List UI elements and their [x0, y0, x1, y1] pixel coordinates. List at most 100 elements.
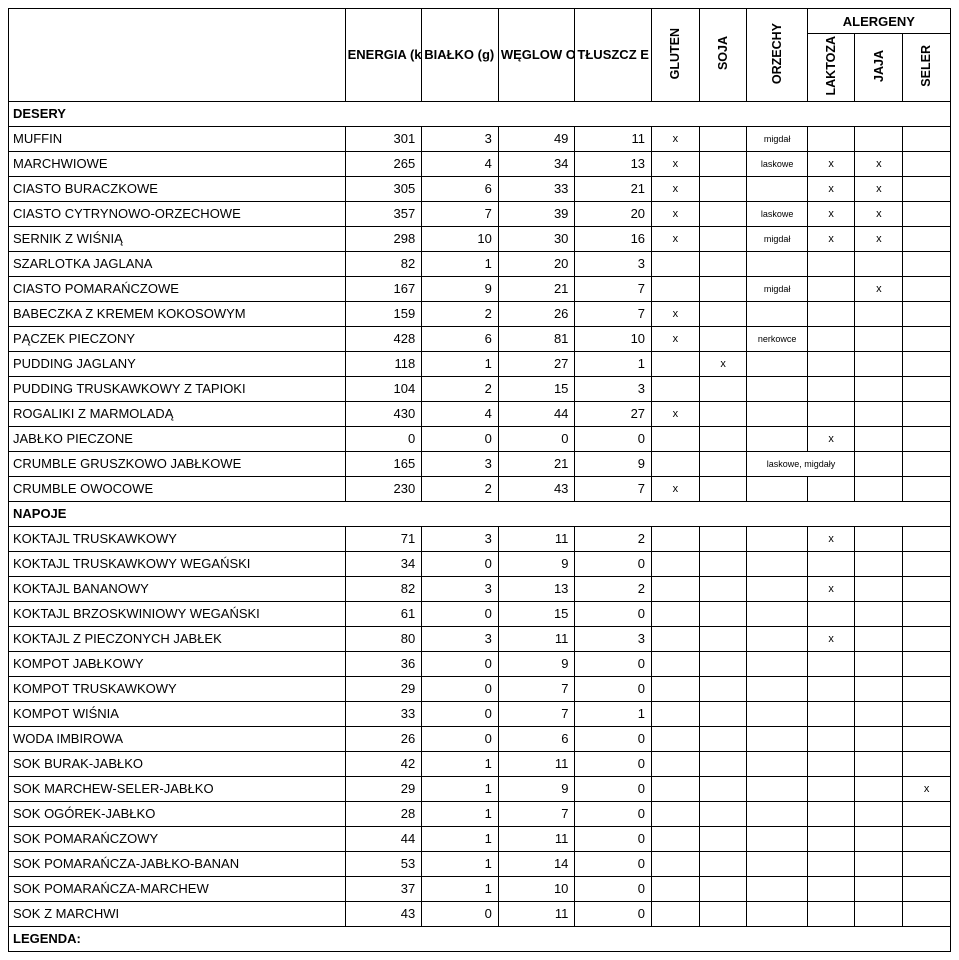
- allergen-cell: x: [807, 576, 855, 601]
- table-row: BABECZKA Z KREMEM KOKOSOWYM1592267x: [9, 301, 951, 326]
- nutrient-value: 80: [345, 626, 422, 651]
- allergen-cell: [652, 676, 700, 701]
- table-row: MUFFIN30134911xmigdał: [9, 126, 951, 151]
- allergen-cell: [699, 851, 747, 876]
- item-name: SZARLOTKA JAGLANA: [9, 251, 346, 276]
- allergen-cell: [747, 751, 807, 776]
- allergen-cell: x: [652, 301, 700, 326]
- allergen-cell: [652, 526, 700, 551]
- allergen-cell: [903, 426, 951, 451]
- allergen-cell: [855, 126, 903, 151]
- allergen-cell: [699, 151, 747, 176]
- nutrient-value: 71: [345, 526, 422, 551]
- table-row: JABŁKO PIECZONE0000x: [9, 426, 951, 451]
- nutrient-value: 0: [575, 901, 652, 926]
- nutrient-value: 6: [422, 176, 499, 201]
- item-name: PĄCZEK PIECZONY: [9, 326, 346, 351]
- allergen-cell: [747, 826, 807, 851]
- item-name: KOKTAJL Z PIECZONYCH JABŁEK: [9, 626, 346, 651]
- allergen-cell: [855, 251, 903, 276]
- section-header: NAPOJE: [9, 501, 951, 526]
- col-jaja: JAJA: [855, 34, 903, 102]
- item-name: KOMPOT WIŚNIA: [9, 701, 346, 726]
- nutrient-value: 4: [422, 401, 499, 426]
- item-name: KOKTAJL BRZOSKWINIOWY WEGAŃSKI: [9, 601, 346, 626]
- item-name: SOK POMARAŃCZOWY: [9, 826, 346, 851]
- nutrient-value: 27: [498, 351, 575, 376]
- nutrient-value: 1: [422, 751, 499, 776]
- allergen-cell: [807, 601, 855, 626]
- item-name: BABECZKA Z KREMEM KOKOSOWYM: [9, 301, 346, 326]
- nutrient-value: 13: [575, 151, 652, 176]
- allergen-cell: [855, 801, 903, 826]
- nutrient-value: 26: [345, 726, 422, 751]
- nutrient-value: 1: [422, 876, 499, 901]
- allergen-cell: [807, 551, 855, 576]
- allergen-cell: [699, 676, 747, 701]
- nutrient-value: 11: [498, 526, 575, 551]
- allergen-cell: x: [807, 176, 855, 201]
- allergen-cell: [807, 901, 855, 926]
- nutrient-value: 10: [498, 876, 575, 901]
- allergen-cell: x: [652, 176, 700, 201]
- nutrient-value: 0: [575, 651, 652, 676]
- nutrient-value: 159: [345, 301, 422, 326]
- nutrition-table: ENERGIA (kcal) / 100g. BIAŁKO (g) / 100g…: [8, 8, 951, 952]
- table-row: CIASTO BURACZKOWE30563321xxx: [9, 176, 951, 201]
- allergen-cell: x: [855, 226, 903, 251]
- allergen-cell: [855, 901, 903, 926]
- allergen-cell: [699, 451, 747, 476]
- allergen-cell: [699, 751, 747, 776]
- allergen-cell: [699, 626, 747, 651]
- nutrient-value: 15: [498, 376, 575, 401]
- nutrient-value: 357: [345, 201, 422, 226]
- allergen-cell: [699, 126, 747, 151]
- table-body: DESERYMUFFIN30134911xmigdałMARCHWIOWE265…: [9, 101, 951, 951]
- allergen-cell: [652, 876, 700, 901]
- allergen-cell: [855, 651, 903, 676]
- allergen-cell: [903, 276, 951, 301]
- allergen-cell: [747, 551, 807, 576]
- nutrient-value: 0: [575, 426, 652, 451]
- allergen-cell: [652, 851, 700, 876]
- allergen-cell: [903, 301, 951, 326]
- nutrient-value: 0: [575, 776, 652, 801]
- allergen-cell: [855, 551, 903, 576]
- allergen-cell: x: [855, 276, 903, 301]
- allergen-cell: [807, 776, 855, 801]
- allergen-cell: [807, 851, 855, 876]
- item-name: CIASTO CYTRYNOWO-ORZECHOWE: [9, 201, 346, 226]
- table-row: SOK POMARAŃCZA-JABŁKO-BANAN531140: [9, 851, 951, 876]
- allergen-cell: [699, 551, 747, 576]
- item-name: KOMPOT JABŁKOWY: [9, 651, 346, 676]
- nutrient-value: 428: [345, 326, 422, 351]
- section-header: DESERY: [9, 101, 951, 126]
- nutrient-value: 53: [345, 851, 422, 876]
- nutrient-value: 1: [422, 826, 499, 851]
- nutrient-value: 7: [498, 801, 575, 826]
- nutrient-value: 13: [498, 576, 575, 601]
- allergen-cell: [699, 326, 747, 351]
- item-name: SOK MARCHEW-SELER-JABŁKO: [9, 776, 346, 801]
- table-row: WODA IMBIROWA26060: [9, 726, 951, 751]
- nutrient-value: 44: [498, 401, 575, 426]
- nutrient-value: 21: [498, 276, 575, 301]
- item-name: CIASTO BURACZKOWE: [9, 176, 346, 201]
- allergen-cell: [699, 801, 747, 826]
- nutrient-value: 20: [498, 251, 575, 276]
- nutrient-value: 11: [498, 901, 575, 926]
- col-energy: ENERGIA (kcal) / 100g.: [345, 9, 422, 102]
- allergen-cell: x: [652, 126, 700, 151]
- nutrient-value: 11: [498, 751, 575, 776]
- allergen-cell: [903, 551, 951, 576]
- allergen-cell: [652, 601, 700, 626]
- table-row: KOKTAJL TRUSKAWKOWY WEGAŃSKI34090: [9, 551, 951, 576]
- allergen-cell: [747, 801, 807, 826]
- allergen-cell: [699, 276, 747, 301]
- allergen-cell: [652, 751, 700, 776]
- nutrient-value: 430: [345, 401, 422, 426]
- item-name: WODA IMBIROWA: [9, 726, 346, 751]
- nutrient-value: 3: [422, 626, 499, 651]
- allergen-cell: migdał: [747, 126, 807, 151]
- col-soja: SOJA: [699, 9, 747, 102]
